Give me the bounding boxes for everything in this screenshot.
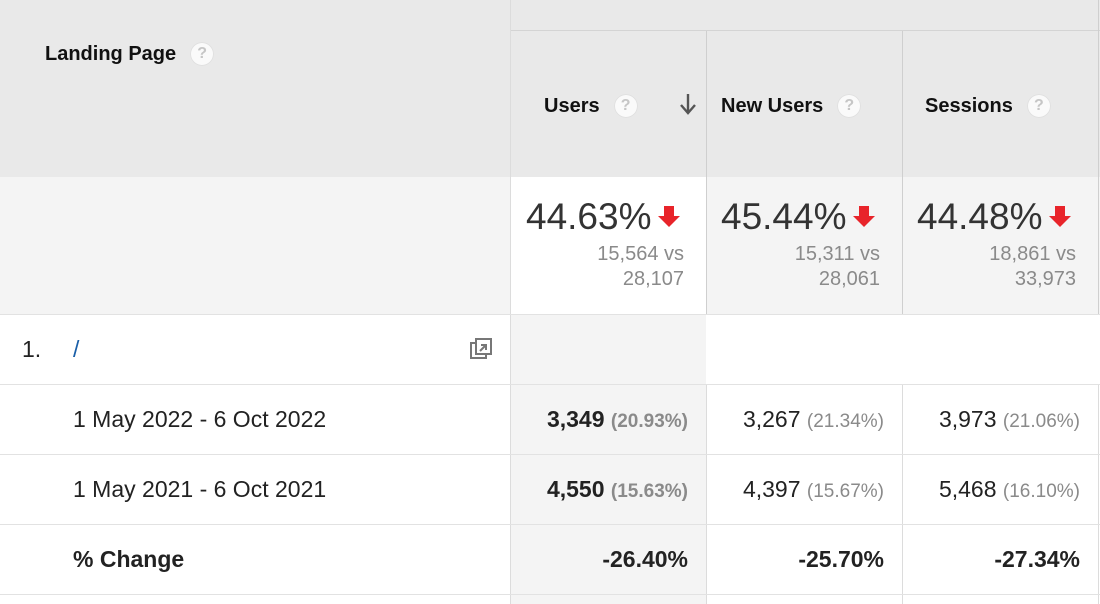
row-divider — [0, 594, 1100, 595]
grid-line — [902, 384, 903, 604]
value: 3,267 — [742, 406, 801, 432]
summary-newusers-vs-line1: 15,311 vs — [794, 243, 880, 265]
landing-page-link[interactable]: / — [73, 336, 80, 362]
sorted-column-shade — [510, 314, 706, 604]
summary-sessions-pct: 44.48% — [917, 196, 1071, 238]
grid-line — [1098, 384, 1099, 604]
period1-sessions-value: 3,973 (21.06%) — [939, 406, 1080, 433]
share: (21.34%) — [806, 411, 884, 432]
down-arrow-icon — [852, 206, 875, 228]
share: (16.10%) — [1002, 481, 1080, 502]
value: 4,550 — [546, 476, 605, 502]
summary-newusers-vs: 15,311 vs 28,061 — [716, 242, 880, 292]
new-users-column-header[interactable]: New Users ? — [721, 94, 862, 118]
value: 3,349 — [546, 406, 605, 432]
summary-users-pct: 44.63% — [526, 196, 680, 238]
users-column-label: Users — [544, 94, 600, 117]
period-label: 1 May 2021 - 6 Oct 2021 — [73, 476, 327, 502]
period1-newusers-value: 3,267 (21.34%) — [743, 406, 884, 433]
summary-cell-users-bg — [510, 177, 706, 314]
summary-sessions-vs: 18,861 vs 33,973 — [912, 242, 1076, 292]
grid-line — [510, 0, 511, 604]
down-arrow-icon — [1048, 206, 1071, 228]
sessions-column-header[interactable]: Sessions ? — [925, 94, 1051, 118]
help-icon[interactable]: ? — [613, 94, 638, 118]
period1-users-value: 3,349 (20.93%) — [547, 406, 688, 433]
period2-newusers-value: 4,397 (15.67%) — [743, 476, 884, 503]
help-icon[interactable]: ? — [837, 94, 862, 118]
change-sessions-value: -27.34% — [994, 546, 1080, 572]
summary-users-vs: 15,564 vs 28,107 — [520, 242, 684, 292]
change-newusers-value: -25.70% — [798, 546, 884, 572]
summary-row-label-bg — [0, 177, 510, 314]
share: (21.06%) — [1002, 411, 1080, 432]
users-column-header[interactable]: Users ? — [544, 94, 638, 118]
row-divider — [0, 384, 1100, 385]
summary-users-vs-line1: 15,564 vs — [597, 243, 684, 265]
grid-line — [706, 384, 707, 604]
row-divider — [0, 454, 1100, 455]
summary-cell-newusers-bg — [706, 177, 902, 314]
summary-sessions-vs-line2: 33,973 — [1014, 268, 1076, 290]
help-icon[interactable]: ? — [190, 42, 215, 66]
summary-users-vs-line2: 28,107 — [622, 268, 684, 290]
change-users-value: -26.40% — [602, 546, 688, 572]
change-label: % Change — [73, 546, 185, 572]
value: 4,397 — [742, 476, 801, 502]
period2-users-value: 4,550 (15.63%) — [547, 476, 688, 503]
summary-newusers-vs-line2: 28,061 — [818, 268, 880, 290]
summary-sessions-vs-line1: 18,861 vs — [989, 243, 1076, 265]
down-arrow-icon — [657, 206, 680, 228]
period2-sessions-value: 5,468 (16.10%) — [939, 476, 1080, 503]
value: 3,973 — [938, 406, 997, 432]
period-label: 1 May 2022 - 6 Oct 2022 — [73, 406, 327, 432]
help-icon[interactable]: ? — [1026, 94, 1051, 118]
share: (20.93%) — [610, 411, 688, 432]
landing-page-header[interactable]: Landing Page ? — [45, 42, 215, 66]
row-divider — [0, 314, 1100, 315]
landing-page-header-label: Landing Page — [45, 42, 177, 65]
summary-users-pct-value: 44.63% — [526, 196, 652, 237]
row-index: 1. — [22, 336, 42, 362]
value: 5,468 — [938, 476, 997, 502]
sessions-column-label: Sessions — [925, 94, 1013, 117]
summary-cell-sessions-bg — [902, 177, 1100, 314]
header-group-strip — [510, 0, 1100, 31]
share: (15.63%) — [610, 481, 688, 502]
summary-newusers-pct: 45.44% — [721, 196, 875, 238]
open-in-new-icon[interactable] — [468, 336, 494, 362]
new-users-column-label: New Users — [721, 94, 824, 117]
row-divider — [0, 524, 1100, 525]
share: (15.67%) — [806, 481, 884, 502]
grid-line — [1098, 0, 1099, 314]
grid-line — [902, 31, 903, 314]
summary-newusers-pct-value: 45.44% — [721, 196, 847, 237]
grid-line — [706, 31, 707, 314]
summary-sessions-pct-value: 44.48% — [917, 196, 1043, 237]
arrow-down-icon[interactable] — [678, 92, 698, 118]
